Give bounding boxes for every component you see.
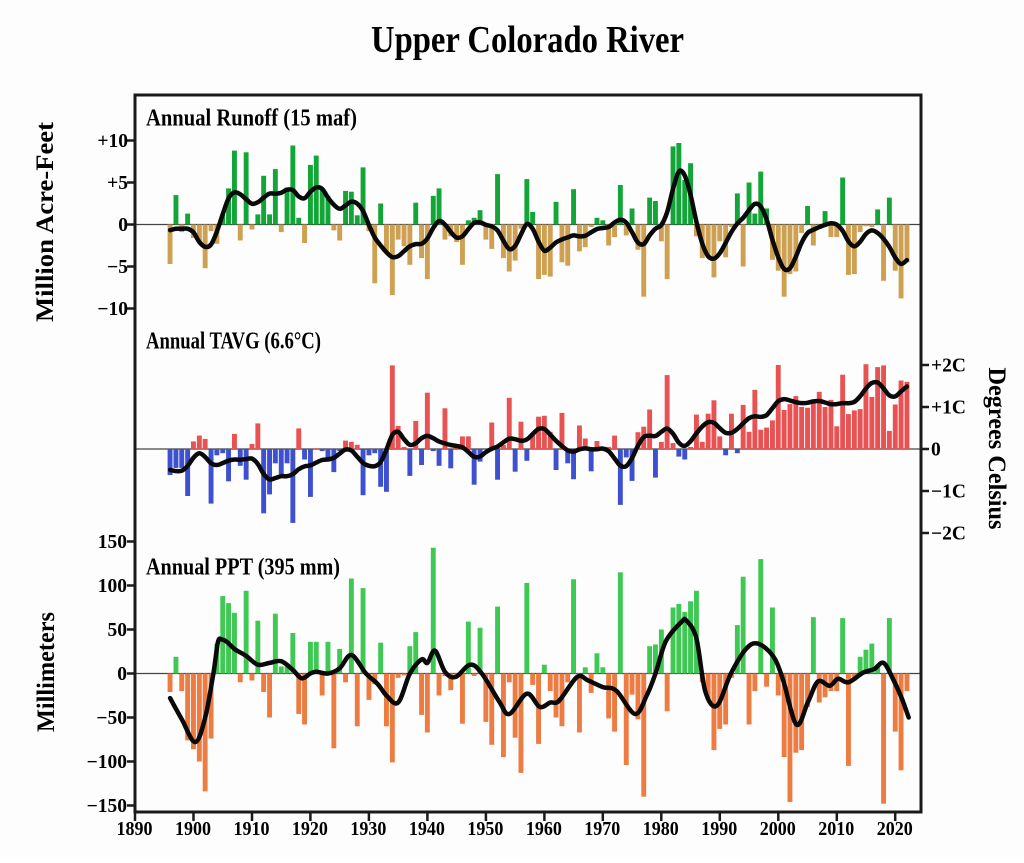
svg-text:50: 50 [108,620,128,641]
svg-text:0: 0 [931,440,941,461]
svg-text:1890: 1890 [117,819,153,840]
svg-text:Annual PPT (395 mm): Annual PPT (395 mm) [146,555,340,581]
svg-text:1930: 1930 [350,819,386,840]
svg-text:1940: 1940 [409,819,445,840]
svg-text:+1C: +1C [931,398,966,419]
svg-text:Annual Runoff (15 maf): Annual Runoff (15 maf) [146,106,357,132]
svg-text:1920: 1920 [292,819,328,840]
svg-text:−2C: −2C [931,524,966,545]
svg-text:1960: 1960 [526,819,562,840]
svg-text:+5: +5 [107,173,128,194]
svg-text:2020: 2020 [877,819,913,840]
svg-text:−5: −5 [107,257,128,278]
svg-text:−1C: −1C [931,482,966,503]
svg-text:+10: +10 [97,131,128,152]
svg-text:1980: 1980 [643,819,679,840]
svg-text:150: 150 [98,532,127,553]
svg-text:Million Acre-Feet: Million Acre-Feet [32,121,59,322]
svg-text:−50: −50 [96,708,127,729]
svg-text:0: 0 [118,215,128,236]
svg-text:2000: 2000 [760,819,796,840]
svg-text:0: 0 [117,664,127,685]
svg-text:Degrees Celsius: Degrees Celsius [983,368,1010,530]
svg-text:1970: 1970 [584,819,620,840]
svg-text:−100: −100 [87,752,127,773]
svg-text:Millimeters: Millimeters [33,612,60,732]
svg-text:−10: −10 [97,299,128,320]
svg-text:1990: 1990 [701,819,737,840]
svg-text:Annual TAVG (6.6°C): Annual TAVG (6.6°C) [146,329,321,355]
svg-text:1900: 1900 [175,819,211,840]
svg-text:+2C: +2C [931,356,966,377]
svg-text:Upper Colorado River: Upper Colorado River [371,19,684,61]
svg-text:100: 100 [98,576,127,597]
svg-text:2010: 2010 [818,819,854,840]
svg-text:−150: −150 [87,796,127,817]
svg-text:1910: 1910 [234,819,270,840]
svg-text:1950: 1950 [467,819,503,840]
